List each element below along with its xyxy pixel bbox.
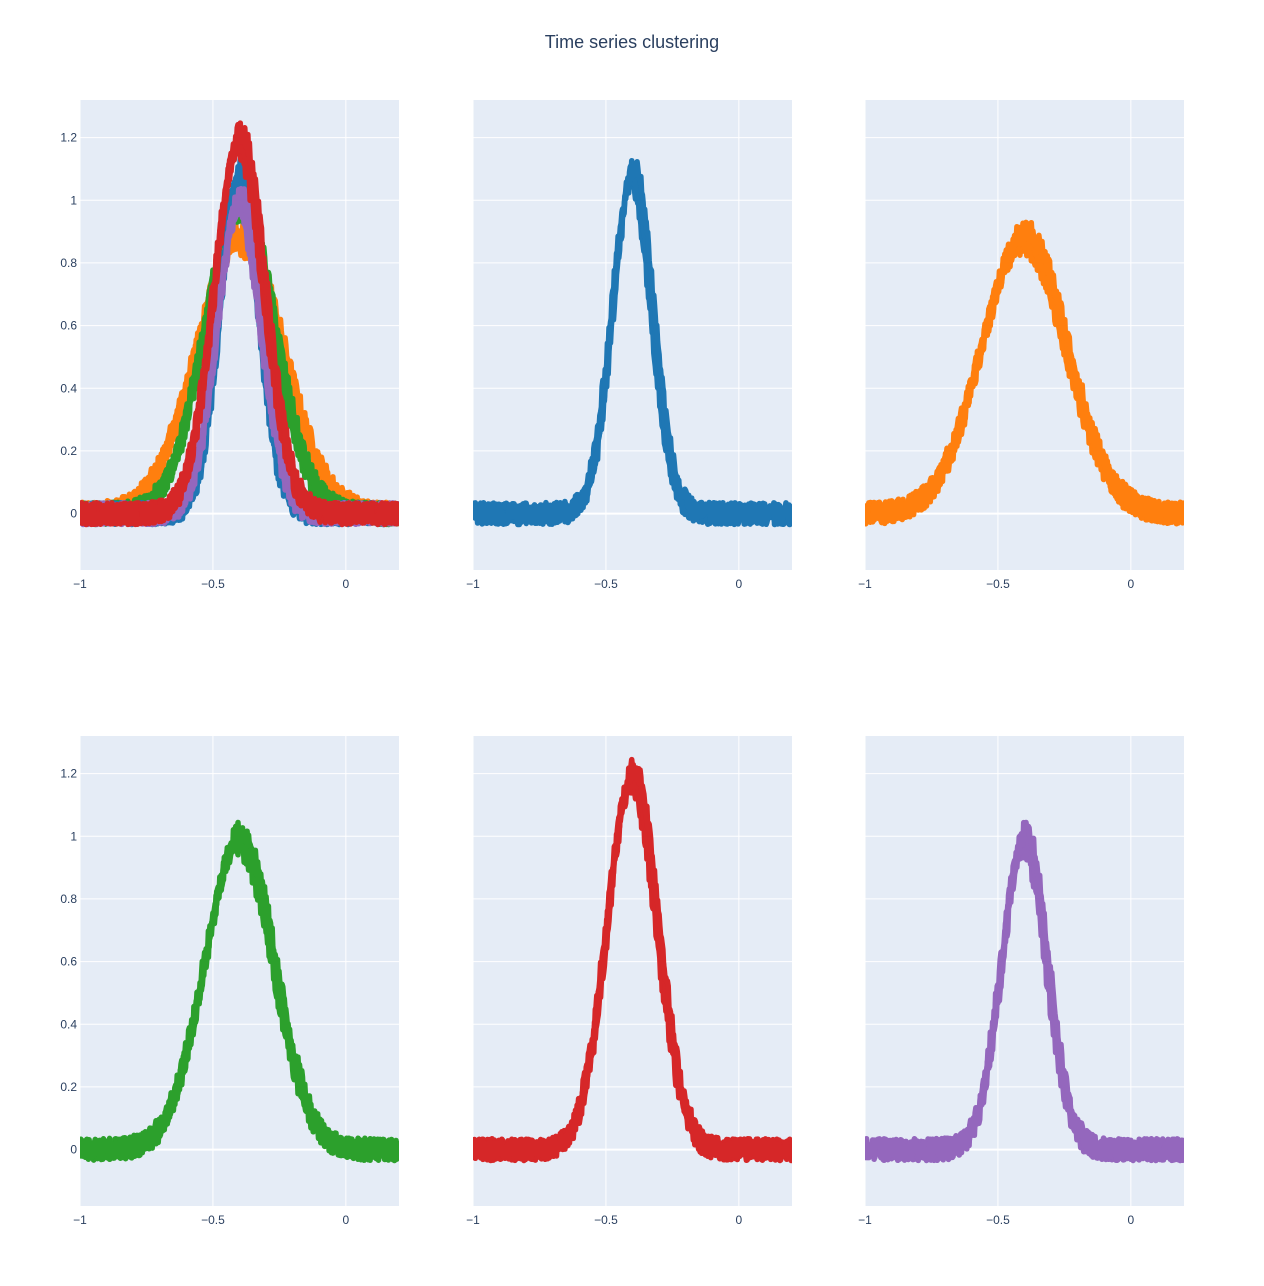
x-tick-label: −1 bbox=[858, 577, 872, 591]
chart-title: Time series clustering bbox=[544, 32, 720, 52]
traces bbox=[865, 819, 1184, 1164]
x-tick-label: −0.5 bbox=[986, 1213, 1010, 1227]
y-tick-label: 0.6 bbox=[60, 955, 77, 969]
y-tick-label: 0.6 bbox=[60, 319, 77, 333]
x-tick-label: −1 bbox=[466, 1213, 480, 1227]
traces bbox=[473, 756, 792, 1164]
series-line bbox=[473, 756, 792, 1164]
subplot-2: −1 −0.5 0 bbox=[466, 100, 792, 591]
y-tick-label: 1.2 bbox=[60, 131, 77, 145]
plot-background bbox=[473, 736, 792, 1206]
y-tick-label: 0.2 bbox=[60, 444, 77, 458]
traces bbox=[865, 219, 1184, 527]
traces bbox=[80, 120, 399, 528]
traces bbox=[473, 158, 792, 528]
x-tick-label: 0 bbox=[735, 577, 742, 591]
series-line bbox=[473, 158, 792, 528]
x-tick-label: −1 bbox=[466, 577, 480, 591]
x-tick-label: −0.5 bbox=[201, 577, 225, 591]
x-tick-label: 0 bbox=[342, 577, 349, 591]
x-tick-label: −1 bbox=[858, 1213, 872, 1227]
y-tick-label: 0.8 bbox=[60, 256, 77, 270]
x-tick-label: −0.5 bbox=[594, 1213, 618, 1227]
subplot-5: −1 −0.5 0 bbox=[466, 736, 792, 1227]
x-tick-label: −0.5 bbox=[986, 577, 1010, 591]
x-tick-label: 0 bbox=[1127, 1213, 1134, 1227]
subplot-6: −1 −0.5 0 bbox=[858, 736, 1184, 1227]
x-tick-label: 0 bbox=[1127, 577, 1134, 591]
x-tick-label: 0 bbox=[342, 1213, 349, 1227]
y-tick-label: 1 bbox=[70, 193, 77, 207]
x-tick-label: −0.5 bbox=[201, 1213, 225, 1227]
y-tick-label: 0.4 bbox=[60, 381, 77, 395]
x-tick-label: −1 bbox=[73, 577, 87, 591]
y-tick-label: 0.4 bbox=[60, 1017, 77, 1031]
y-tick-label: 0 bbox=[70, 1143, 77, 1157]
x-tick-label: 0 bbox=[735, 1213, 742, 1227]
y-tick-label: 0 bbox=[70, 507, 77, 521]
series-line bbox=[80, 819, 399, 1163]
y-tick-label: 1.2 bbox=[60, 767, 77, 781]
subplot-1: −1 −0.5 0 0 0.2 0.4 0.6 0.8 1 1.2 bbox=[60, 100, 399, 591]
y-tick-label: 0.2 bbox=[60, 1080, 77, 1094]
x-tick-label: −1 bbox=[73, 1213, 87, 1227]
y-tick-label: 0.8 bbox=[60, 892, 77, 906]
plot-background bbox=[865, 736, 1184, 1206]
plot-background bbox=[80, 736, 399, 1206]
x-tick-label: −0.5 bbox=[594, 577, 618, 591]
series-line bbox=[865, 819, 1184, 1164]
series-line bbox=[865, 219, 1184, 527]
subplot-4: −1 −0.5 0 0 0.2 0.4 0.6 0.8 1 1.2 bbox=[60, 736, 399, 1227]
y-tick-label: 1 bbox=[70, 829, 77, 843]
series-line bbox=[80, 120, 399, 528]
subplot-3: −1 −0.5 0 bbox=[858, 100, 1184, 591]
traces bbox=[80, 819, 399, 1164]
